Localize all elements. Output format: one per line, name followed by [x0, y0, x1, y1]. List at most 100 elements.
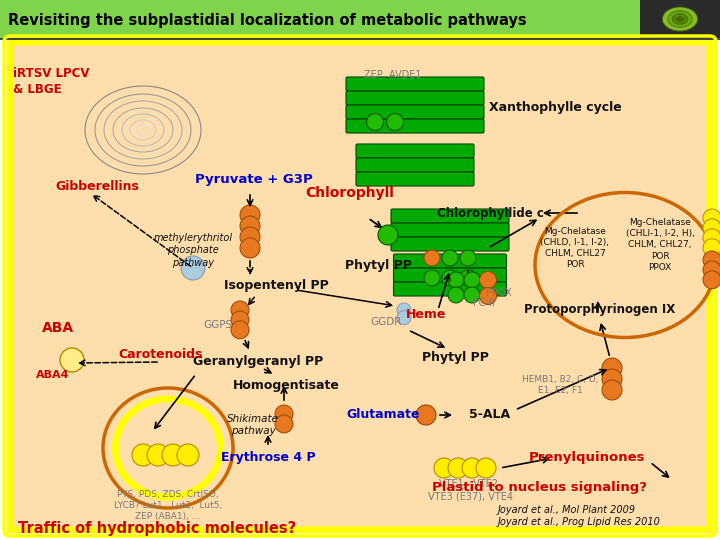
Text: VTE1,  VTE2,
VTE3 (E37), VTE4: VTE1, VTE2, VTE3 (E37), VTE4	[428, 479, 513, 501]
Circle shape	[240, 216, 260, 236]
FancyBboxPatch shape	[356, 172, 474, 186]
Text: Phytyl PP: Phytyl PP	[422, 352, 488, 365]
Text: ABA4: ABA4	[36, 370, 70, 380]
FancyBboxPatch shape	[394, 268, 506, 282]
Circle shape	[464, 287, 480, 303]
Text: Shikimate
pathway: Shikimate pathway	[227, 414, 279, 436]
Circle shape	[460, 250, 476, 266]
Circle shape	[240, 227, 260, 247]
Circle shape	[275, 415, 293, 433]
Circle shape	[476, 458, 496, 478]
Text: Xanthophylle cycle: Xanthophylle cycle	[489, 102, 621, 114]
Circle shape	[60, 348, 84, 372]
Text: Plastid to nucleus signaling?: Plastid to nucleus signaling?	[433, 482, 647, 495]
Text: Erythrose 4 P: Erythrose 4 P	[221, 451, 315, 464]
Text: Mg-Chelatase
(CHLI-1, I-2, H),
CHLM, CHL27,
POR
PPOX: Mg-Chelatase (CHLI-1, I-2, H), CHLM, CHL…	[626, 218, 694, 272]
Text: Joyard et al., Mol Plant 2009: Joyard et al., Mol Plant 2009	[498, 505, 636, 515]
Text: Pyruvate + G3P: Pyruvate + G3P	[195, 173, 312, 186]
Text: Geranylgeranyl PP: Geranylgeranyl PP	[193, 355, 323, 368]
Circle shape	[703, 239, 720, 256]
Circle shape	[132, 444, 154, 466]
Text: GGDR: GGDR	[370, 317, 402, 327]
Circle shape	[703, 261, 720, 279]
Circle shape	[378, 225, 398, 245]
Circle shape	[387, 113, 403, 131]
FancyBboxPatch shape	[391, 209, 509, 223]
Circle shape	[442, 250, 458, 266]
FancyBboxPatch shape	[391, 223, 509, 237]
Circle shape	[240, 238, 260, 258]
Circle shape	[703, 219, 720, 237]
Circle shape	[424, 270, 440, 286]
Circle shape	[366, 113, 384, 131]
Circle shape	[460, 270, 476, 286]
Ellipse shape	[672, 14, 688, 24]
Circle shape	[177, 444, 199, 466]
FancyBboxPatch shape	[346, 91, 484, 105]
FancyBboxPatch shape	[394, 254, 506, 268]
Text: 5-ALA: 5-ALA	[469, 408, 510, 422]
Text: ABA: ABA	[42, 321, 74, 335]
Circle shape	[703, 271, 720, 289]
Circle shape	[416, 405, 436, 425]
Circle shape	[231, 311, 249, 329]
FancyBboxPatch shape	[346, 105, 484, 119]
Text: Gibberellins: Gibberellins	[55, 179, 139, 192]
Circle shape	[703, 229, 720, 247]
Circle shape	[147, 444, 169, 466]
Text: Isopentenyl PP: Isopentenyl PP	[224, 279, 328, 292]
Text: Prenylquinones: Prenylquinones	[528, 451, 645, 464]
Circle shape	[181, 256, 205, 280]
Circle shape	[162, 444, 184, 466]
Text: ZEP, AVDE1: ZEP, AVDE1	[364, 70, 422, 80]
Text: Traffic of hydrophobic molecules?: Traffic of hydrophobic molecules?	[18, 521, 296, 536]
Text: Carotenoids: Carotenoids	[118, 348, 202, 361]
Circle shape	[397, 310, 411, 325]
Text: Homogentisate: Homogentisate	[233, 379, 339, 392]
Text: methylerythritol
phosphate
pathway: methylerythritol phosphate pathway	[153, 233, 233, 268]
Circle shape	[231, 301, 249, 319]
Circle shape	[448, 458, 468, 478]
Circle shape	[397, 303, 411, 317]
Text: Joyard et al., Prog Lipid Res 2010: Joyard et al., Prog Lipid Res 2010	[498, 517, 661, 527]
Circle shape	[464, 272, 480, 288]
FancyBboxPatch shape	[346, 119, 484, 133]
Circle shape	[703, 209, 720, 227]
FancyBboxPatch shape	[356, 158, 474, 172]
Circle shape	[231, 321, 249, 339]
Text: Mg-Chelatase
(CHLD, I-1, I-2),
CHLM, CHL27
POR: Mg-Chelatase (CHLD, I-1, I-2), CHLM, CHL…	[541, 227, 610, 269]
Text: Chlorophyll: Chlorophyll	[305, 186, 395, 200]
Text: HEMB1, B2, C, D,
E1, E2, F1: HEMB1, B2, C, D, E1, E2, F1	[522, 375, 598, 395]
Text: Phytyl PP: Phytyl PP	[345, 259, 411, 272]
Bar	[0, 0, 640, 38]
FancyBboxPatch shape	[356, 144, 474, 158]
Circle shape	[448, 287, 464, 303]
Circle shape	[448, 272, 464, 288]
Bar	[0, 38, 720, 40]
Circle shape	[480, 272, 497, 288]
Circle shape	[442, 270, 458, 286]
Ellipse shape	[120, 404, 215, 492]
Circle shape	[434, 458, 454, 478]
Text: Glutamate: Glutamate	[346, 408, 420, 422]
Ellipse shape	[677, 17, 683, 21]
Ellipse shape	[662, 7, 698, 31]
Text: PYS, PDS, ZDS, CrtISO,
LYCB? Lut1,  Lut2,  Lut5,
ZEP (ABA1), ...: PYS, PDS, ZDS, CrtISO, LYCB? Lut1, Lut2,…	[114, 490, 222, 521]
Text: Protoporphyrinogen IX: Protoporphyrinogen IX	[524, 303, 675, 316]
Circle shape	[703, 251, 720, 269]
FancyBboxPatch shape	[394, 282, 506, 296]
Circle shape	[240, 205, 260, 225]
Bar	[640, 0, 720, 38]
Text: Revisiting the subplastidial localization of metabolic pathways: Revisiting the subplastidial localizatio…	[8, 12, 526, 28]
Circle shape	[424, 250, 440, 266]
Text: Chlorophyllide c: Chlorophyllide c	[436, 206, 544, 219]
Circle shape	[275, 405, 293, 423]
Ellipse shape	[668, 11, 692, 27]
Circle shape	[602, 358, 622, 378]
Circle shape	[602, 369, 622, 389]
Circle shape	[480, 287, 497, 305]
FancyBboxPatch shape	[391, 237, 509, 251]
Text: PPOX: PPOX	[486, 288, 512, 298]
Text: iRTSV LPCV
& LBGE: iRTSV LPCV & LBGE	[13, 67, 89, 96]
Circle shape	[602, 380, 622, 400]
